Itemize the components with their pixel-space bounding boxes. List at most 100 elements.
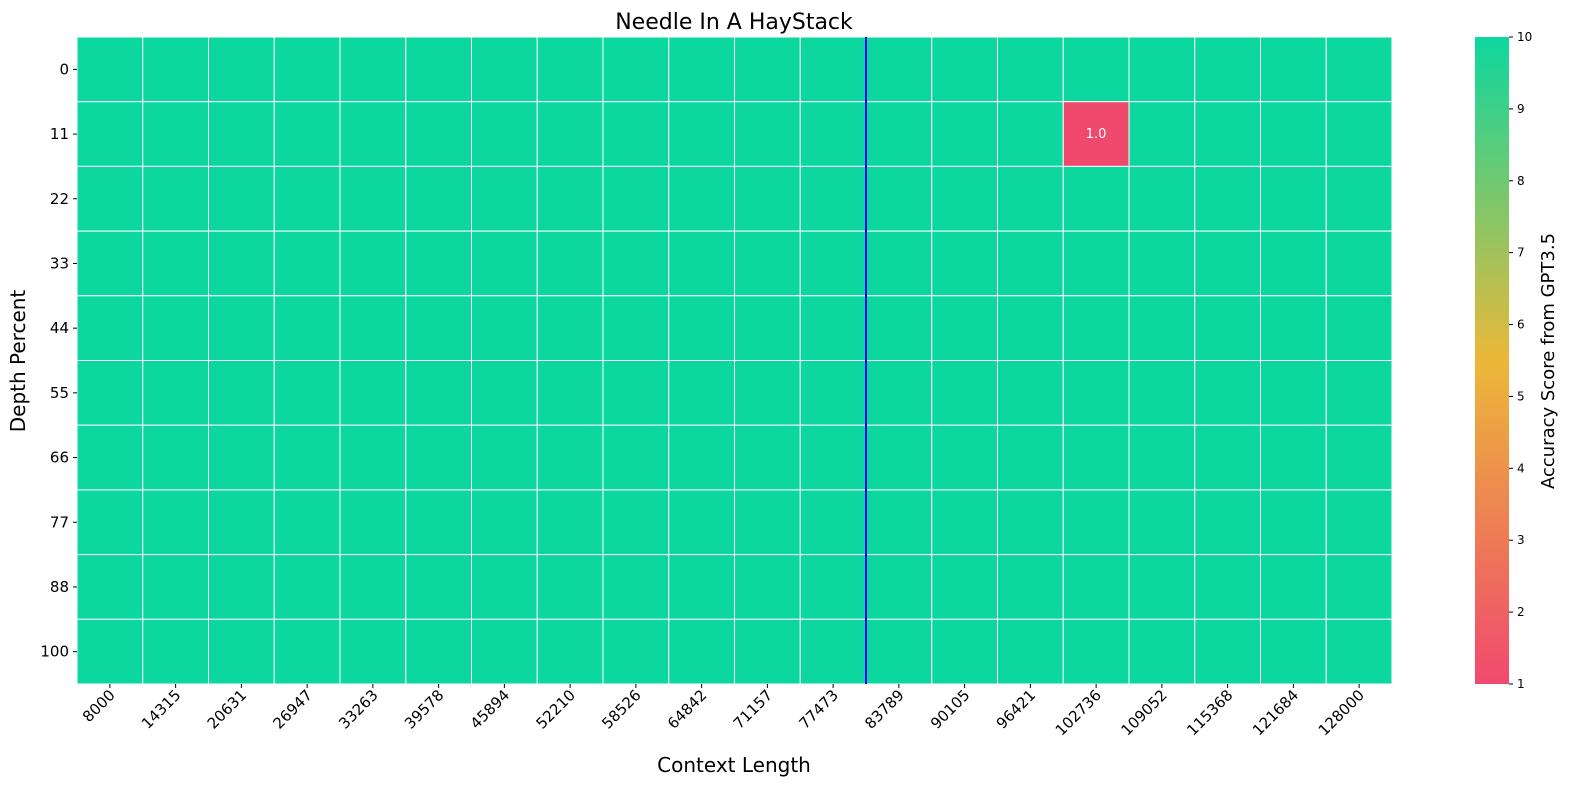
heatmap-cell — [668, 230, 735, 297]
heatmap-cell — [536, 618, 604, 685]
heatmap-cell — [865, 424, 933, 491]
heatmap-cell — [405, 165, 472, 232]
heatmap-cell — [536, 101, 604, 167]
heatmap-cell — [602, 424, 670, 491]
heatmap-cell — [1325, 618, 1393, 685]
heatmap-cell — [1325, 489, 1393, 556]
heatmap-cell — [471, 230, 538, 297]
heatmap-cell — [142, 618, 209, 685]
heatmap-cell — [76, 554, 144, 620]
heatmap-cell — [1260, 618, 1327, 685]
heatmap-cell — [339, 295, 407, 361]
heatmap-cell — [405, 360, 472, 426]
heatmap-cell — [1260, 489, 1327, 556]
x-tick-label: 102736 — [1052, 686, 1105, 739]
heatmap-cell — [1128, 618, 1196, 685]
heatmap-cell — [668, 489, 735, 556]
colorbar-tick-label: 4 — [1517, 461, 1525, 475]
heatmap-cell — [273, 230, 341, 297]
heatmap-cell — [536, 230, 604, 297]
heatmap-cell — [1260, 36, 1327, 103]
y-tick-label: 11 — [50, 125, 69, 143]
y-tick-label: 66 — [50, 449, 69, 467]
heatmap-cell — [208, 295, 275, 361]
heatmap-cell — [76, 424, 144, 491]
heatmap-cell — [471, 554, 538, 620]
x-tick-label: 64842 — [664, 686, 710, 732]
heatmap-cell — [1062, 360, 1130, 426]
heatmap-cell — [799, 618, 867, 685]
heatmap-cell — [997, 424, 1064, 491]
heatmap-cell — [1194, 489, 1261, 556]
heatmap-cell — [273, 360, 341, 426]
colorbar-tick-label: 2 — [1517, 605, 1525, 619]
heatmap-cell — [1062, 489, 1130, 556]
heatmap-cell — [997, 489, 1064, 556]
heatmap-cell — [799, 554, 867, 620]
colorbar-tick-label: 5 — [1517, 389, 1525, 403]
heatmap-cell — [668, 554, 735, 620]
heatmap-cell — [76, 295, 144, 361]
heatmap-cell — [1194, 618, 1261, 685]
heatmap-cell — [931, 554, 998, 620]
x-tick-label: 115368 — [1183, 686, 1236, 739]
heatmap-cell — [471, 489, 538, 556]
heatmap-cell — [1128, 36, 1196, 103]
heatmap-cell — [273, 36, 341, 103]
heatmap-cell — [997, 295, 1064, 361]
heatmap-cell — [602, 295, 670, 361]
heatmap-cell — [1128, 101, 1196, 167]
heatmap-cell — [208, 489, 275, 556]
heatmap-cell — [273, 554, 341, 620]
heatmap-cell — [273, 165, 341, 232]
heatmap-cell — [602, 489, 670, 556]
heatmap-cell — [799, 101, 867, 167]
heatmap-cell — [799, 165, 867, 232]
y-axis-ticks: 0 11 22 33 44 55 66 77 88 100 — [40, 60, 77, 661]
heatmap-cell — [273, 489, 341, 556]
heatmap-cell — [208, 101, 275, 167]
cell-annotation: 1.0 — [1086, 127, 1107, 142]
heatmap-cell — [865, 165, 933, 232]
heatmap-cell — [536, 360, 604, 426]
heatmap-cell — [1194, 101, 1261, 167]
heatmap-cell — [799, 489, 867, 556]
colorbar-tick-label: 6 — [1517, 318, 1525, 332]
heatmap-cell — [1260, 230, 1327, 297]
heatmap-cell — [931, 165, 998, 232]
x-tick-label: 39578 — [401, 686, 447, 732]
heatmap-cell — [1260, 165, 1327, 232]
y-tick-label: 88 — [50, 578, 69, 596]
heatmap-cell — [997, 101, 1064, 167]
heatmap-cells: 1.0 — [76, 36, 1393, 685]
y-tick-label: 33 — [50, 254, 69, 272]
heatmap-cell — [1062, 424, 1130, 491]
heatmap-cell — [76, 489, 144, 556]
heatmap-cell — [865, 554, 933, 620]
colorbar-tick-label: 9 — [1517, 102, 1525, 116]
heatmap-cell — [1260, 360, 1327, 426]
heatmap-cell — [471, 295, 538, 361]
heatmap-cell — [602, 165, 670, 232]
heatmap-cell — [734, 101, 801, 167]
colorbar — [1475, 37, 1509, 684]
heatmap-cell — [273, 295, 341, 361]
heatmap-cell — [1128, 554, 1196, 620]
heatmap-cell — [76, 360, 144, 426]
heatmap-cell — [1062, 165, 1130, 232]
heatmap-cell — [76, 36, 144, 103]
heatmap-cell — [142, 165, 209, 232]
heatmap-cell — [208, 554, 275, 620]
heatmap-cell — [1325, 295, 1393, 361]
heatmap-cell — [405, 230, 472, 297]
heatmap-cell — [799, 360, 867, 426]
heatmap-cell — [668, 165, 735, 232]
heatmap-cell — [142, 554, 209, 620]
heatmap-cell — [536, 424, 604, 491]
y-axis-label: Depth Percent — [6, 290, 30, 433]
heatmap-cell — [1194, 360, 1261, 426]
heatmap-cell — [668, 360, 735, 426]
heatmap-cell — [1325, 101, 1393, 167]
heatmap-cell — [76, 618, 144, 685]
heatmap-cell — [1194, 554, 1261, 620]
